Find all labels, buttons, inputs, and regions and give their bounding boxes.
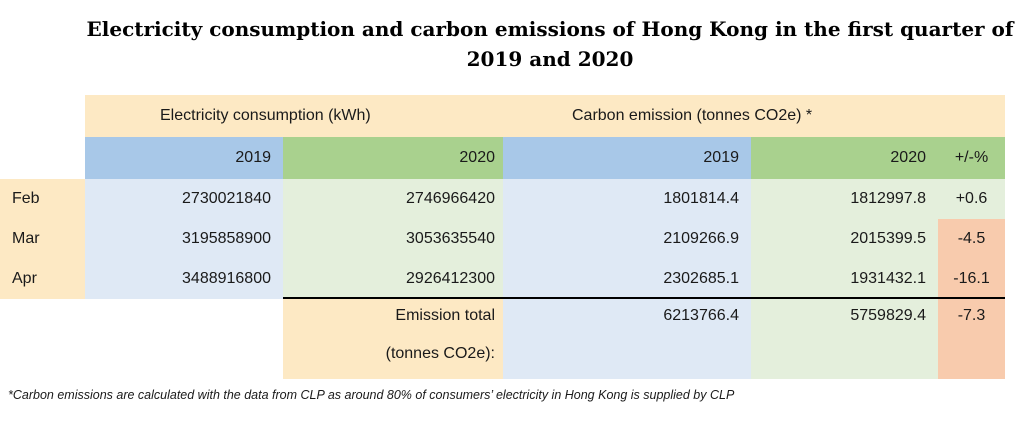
month-label: Apr	[12, 270, 37, 287]
change-value: -4.5	[938, 219, 1005, 259]
carb-2020-value: 1812997.8	[751, 179, 938, 219]
month-label: Mar	[12, 230, 40, 247]
carb-2020-value: 1931432.1	[751, 259, 938, 299]
total-carb-2019: 6213766.4	[503, 299, 751, 379]
elec-2020-value: 2746966420	[283, 179, 503, 219]
title-line-1: Electricity consumption and carbon emiss…	[86, 17, 1014, 41]
total-change: -7.3	[938, 299, 1005, 379]
change-value: +0.6	[938, 179, 1005, 219]
month-column-band	[0, 179, 85, 299]
total-carb-2020: 5759829.4	[751, 299, 938, 379]
total-divider	[283, 297, 1005, 299]
header-carb-2019: 2019	[503, 137, 751, 179]
page-title: Electricity consumption and carbon emiss…	[60, 14, 1024, 74]
header-change: +/-%	[938, 137, 1005, 179]
carb-2019-value: 2109266.9	[503, 219, 751, 259]
elec-2019-value: 2730021840	[85, 179, 283, 219]
header-elec-2019: 2019	[85, 137, 283, 179]
carb-2020-value: 2015399.5	[751, 219, 938, 259]
elec-2019-value: 3488916800	[85, 259, 283, 299]
month-label: Feb	[12, 190, 40, 207]
carb-2019-value: 2302685.1	[503, 259, 751, 299]
elec-2020-value: 2926412300	[283, 259, 503, 299]
title-line-2: 2019 and 2020	[466, 47, 634, 71]
header-carb-2020: 2020	[751, 137, 938, 179]
header-elec-2020: 2020	[283, 137, 503, 179]
elec-2019-value: 3195858900	[85, 219, 283, 259]
carb-2019-value: 1801814.4	[503, 179, 751, 219]
total-label-line-2: (tonnes CO2e):	[385, 345, 495, 362]
header-electricity: Electricity consumption (kWh)	[160, 107, 371, 124]
group-header-band	[85, 95, 1005, 137]
header-carbon: Carbon emission (tonnes CO2e) *	[572, 107, 813, 124]
total-label-cell: Emission total (tonnes CO2e):	[283, 299, 503, 379]
footnote: *Carbon emissions are calculated with th…	[8, 388, 735, 402]
elec-2020-value: 3053635540	[283, 219, 503, 259]
total-label-line-1: Emission total	[395, 307, 495, 324]
change-value: -16.1	[938, 259, 1005, 299]
